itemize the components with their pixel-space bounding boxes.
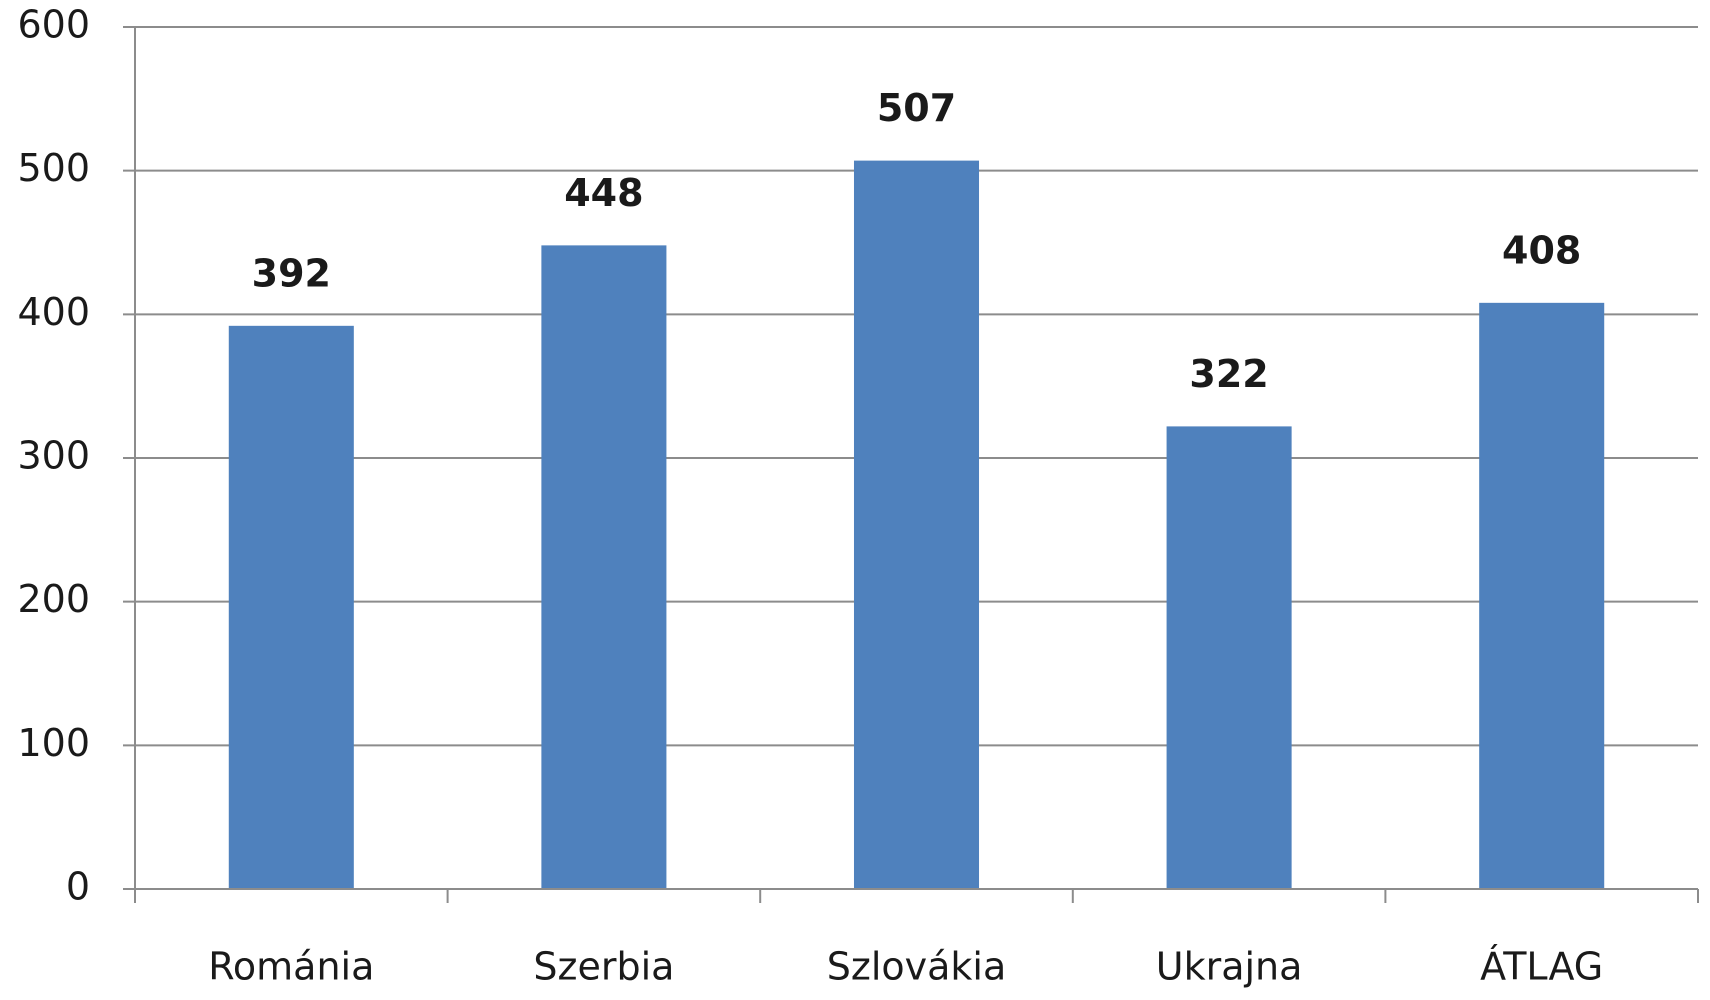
bar bbox=[1479, 302, 1605, 890]
y-tick-label: 0 bbox=[66, 865, 90, 909]
bar bbox=[228, 325, 354, 889]
x-tick-label: Románia bbox=[208, 945, 374, 989]
bar bbox=[541, 245, 667, 889]
bar bbox=[853, 160, 980, 890]
data-label: 408 bbox=[1502, 228, 1581, 272]
x-tick-label: ÁTLAG bbox=[1480, 945, 1603, 989]
y-tick-label: 200 bbox=[17, 577, 90, 621]
bar bbox=[1166, 426, 1292, 889]
x-tick-label: Ukrajna bbox=[1156, 945, 1303, 989]
x-tick-label: Szerbia bbox=[533, 945, 674, 989]
data-label: 392 bbox=[252, 251, 331, 295]
data-label: 322 bbox=[1189, 352, 1268, 396]
y-tick-label: 500 bbox=[17, 146, 90, 190]
x-tick-label: Szlovákia bbox=[827, 945, 1007, 989]
y-tick-label: 400 bbox=[17, 290, 90, 334]
y-tick-label: 600 bbox=[17, 3, 90, 47]
data-label: 448 bbox=[564, 171, 643, 215]
data-label: 507 bbox=[877, 86, 956, 130]
y-tick-label: 300 bbox=[17, 434, 90, 478]
y-tick-label: 100 bbox=[17, 721, 90, 765]
